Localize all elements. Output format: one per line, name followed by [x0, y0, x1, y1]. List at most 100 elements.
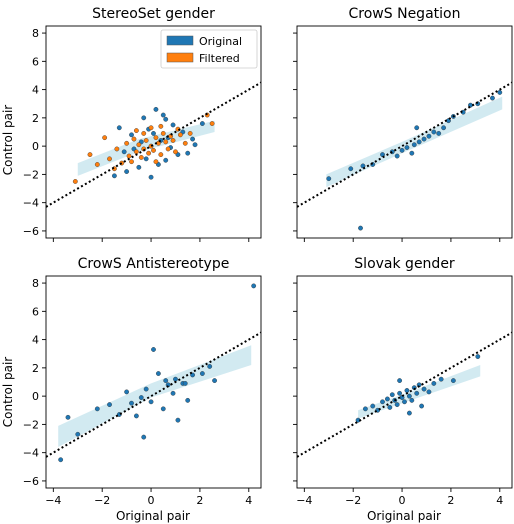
data-point-original — [141, 434, 147, 440]
y-tick-label: −6 — [23, 225, 39, 238]
panel-title: CrowS Antistereotype — [78, 256, 230, 272]
data-point-original — [397, 378, 403, 383]
data-point-original — [348, 166, 354, 172]
data-point-original — [406, 410, 412, 416]
data-point-filtered — [163, 139, 169, 145]
legend-swatch — [166, 35, 194, 46]
data-point-filtered — [165, 146, 171, 152]
data-point-original — [170, 390, 176, 396]
x-tick-label: −4 — [296, 494, 312, 507]
data-point-original — [387, 405, 393, 410]
axes-frame — [45, 275, 262, 489]
y-tick-label: 2 — [32, 362, 39, 375]
data-point-filtered — [146, 150, 152, 156]
data-point-original — [153, 106, 159, 112]
data-point-original — [409, 397, 415, 403]
data-point-original — [75, 431, 81, 437]
data-point-original — [116, 125, 122, 131]
data-point-original — [112, 173, 117, 179]
x-tick-label: −2 — [345, 494, 361, 507]
x-tick-label: −4 — [45, 494, 61, 507]
y-tick-label: −2 — [23, 418, 39, 431]
data-point-filtered — [87, 152, 93, 158]
data-point-original — [389, 392, 395, 398]
plot-area — [297, 331, 512, 458]
axes-frame — [296, 25, 513, 239]
data-point-filtered — [182, 140, 188, 146]
confidence-band — [77, 120, 215, 176]
confidence-band — [58, 345, 252, 448]
data-point-filtered — [129, 159, 134, 165]
data-point-original — [431, 381, 437, 386]
data-point-filtered — [153, 159, 159, 165]
data-point-original — [450, 378, 456, 383]
data-point-original — [212, 378, 217, 383]
plot-area — [297, 81, 512, 231]
data-point-original — [65, 414, 71, 420]
data-point-original — [163, 157, 169, 163]
y-tick-label: 0 — [32, 390, 39, 403]
data-point-original — [151, 347, 156, 352]
xlabel-left: Original pair — [116, 509, 190, 523]
data-point-filtered — [136, 142, 142, 148]
data-point-original — [490, 95, 495, 101]
data-point-original — [384, 396, 390, 402]
axes-frame — [45, 25, 262, 239]
data-point-original — [182, 381, 188, 386]
data-point-original — [185, 150, 191, 156]
ylabel-top: Control pair — [1, 105, 15, 175]
data-point-original — [421, 136, 427, 142]
data-point-original — [199, 121, 205, 126]
panel-title: Slovak gender — [354, 256, 455, 272]
data-point-original — [497, 90, 503, 95]
data-point-original — [416, 139, 422, 145]
data-point-original — [251, 283, 257, 289]
data-point-original — [380, 399, 385, 405]
data-point-filtered — [153, 135, 159, 141]
y-tick-label: −2 — [23, 168, 39, 181]
data-point-original — [358, 225, 363, 231]
data-point-filtered — [114, 146, 120, 152]
data-point-filtered — [124, 140, 130, 146]
data-point-original — [436, 131, 442, 136]
data-point-original — [143, 156, 149, 162]
data-point-original — [58, 457, 64, 463]
legend-label: Original — [199, 35, 242, 48]
y-tick-label: −6 — [23, 475, 39, 488]
data-point-original — [170, 122, 176, 128]
data-point-original — [133, 413, 139, 419]
panel-2: CrowS Antistereotype −4 −2 0 2 4 −6 −4 −2 0 2 4 6 8 — [23, 256, 262, 507]
data-point-original — [370, 403, 376, 409]
data-point-filtered — [187, 131, 193, 136]
legend-swatch — [166, 52, 194, 63]
data-point-original — [402, 399, 407, 405]
data-point-filtered — [160, 131, 166, 136]
panel-1: CrowS Negation — [293, 6, 513, 242]
data-point-filtered — [138, 155, 144, 160]
data-point-original — [148, 399, 154, 405]
data-point-original — [190, 136, 195, 142]
data-point-filtered — [148, 125, 154, 131]
xlabel-right: Original pair — [367, 509, 441, 523]
y-tick-label: 4 — [32, 84, 39, 97]
y-tick-label: 4 — [32, 334, 39, 347]
data-point-filtered — [209, 121, 215, 126]
data-point-original — [155, 371, 161, 376]
identity-line — [46, 81, 261, 208]
data-point-original — [438, 376, 444, 382]
data-point-filtered — [151, 147, 156, 153]
data-point-original — [107, 402, 112, 408]
y-tick-label: 6 — [32, 55, 39, 68]
data-point-original — [143, 386, 149, 392]
data-point-original — [397, 390, 403, 396]
data-point-filtered — [170, 138, 176, 143]
data-point-original — [414, 390, 420, 396]
plot-area — [46, 283, 261, 463]
data-point-original — [141, 115, 147, 121]
x-tick-label: 4 — [496, 494, 503, 507]
data-point-filtered — [102, 135, 108, 141]
data-point-original — [163, 378, 169, 383]
data-point-original — [129, 132, 134, 138]
y-tick-label: −4 — [23, 197, 39, 210]
x-tick-label: 2 — [447, 494, 454, 507]
